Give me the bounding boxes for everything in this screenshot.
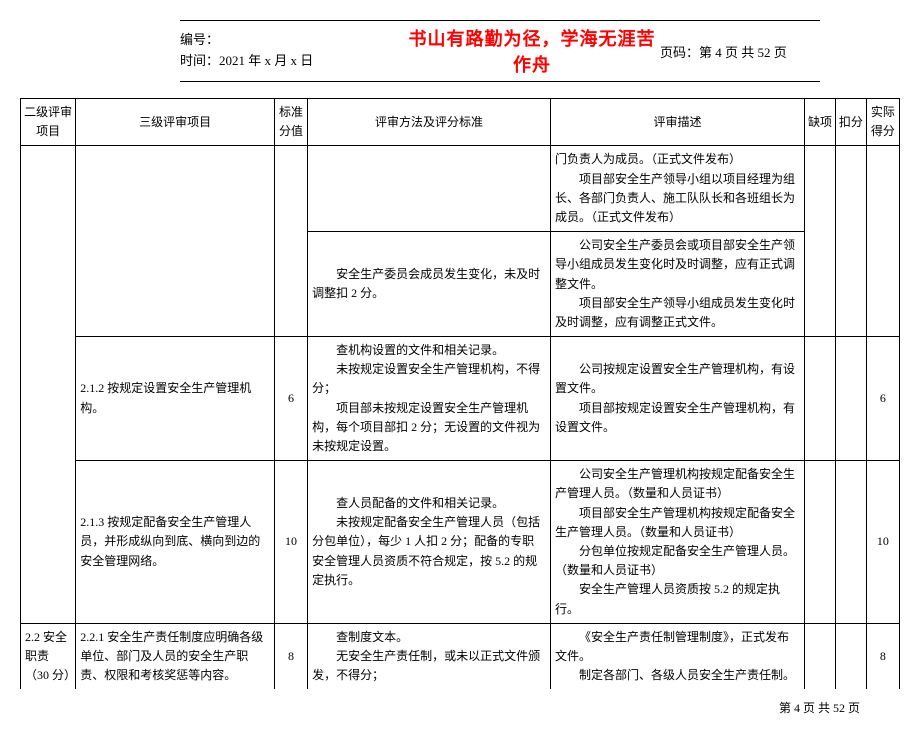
desc-text: 项目部安全生产领导小组以项目经理为组长、各部门负责人、施工队队长和各班组长为成员… [555,170,800,228]
table-row: 2.1.2 按规定设置安全生产管理机构。 6 查机构设置的文件和相关记录。 未按… [21,337,900,461]
header-left: 编号： 时间：2021 年 x 月 x 日 [180,30,404,72]
desc-text: 门负责人为成员。（正式文件发布） [555,152,741,166]
cell-score: 10 [274,461,307,624]
table-row: 2.1.3 按规定配备安全生产管理人员，并形成纵向到底、横向到边的安全管理网络。… [21,461,900,624]
cell-deduct [835,146,866,337]
col-actual: 实际得分 [866,99,899,146]
page-header: 编号： 时间：2021 年 x 月 x 日 书山有路勤为径，学海无涯苦作舟 页码… [180,20,820,82]
cell-actual: 6 [866,337,899,461]
cell-desc: 公司安全生产管理机构按规定配备安全生产管理人员。（数量和人员证书） 项目部安全生… [551,461,805,624]
cell-method: 查机构设置的文件和相关记录。 未按规定设置安全生产管理机构，不得分； 项目部未按… [308,337,551,461]
time-label: 时间：2021 年 x 月 x 日 [180,51,404,72]
col-l2: 二级评审项目 [21,99,76,146]
cell-miss [805,337,836,461]
cell-l3: 2.1.3 按规定配备安全生产管理人员，并形成纵向到底、横向到边的安全管理网络。 [76,461,275,624]
cell-deduct [835,461,866,624]
cell-l3-empty [76,146,275,337]
cell-desc: 门负责人为成员。（正式文件发布） 项目部安全生产领导小组以项目经理为组长、各部门… [551,146,805,232]
method-text: 未按规定配备安全生产管理人员（包括分包单位），每少 1 人扣 2 分；配备的专职… [312,513,546,590]
method-text: 查人员配备的文件和相关记录。 [312,494,546,513]
desc-text: 项目部安全生产领导小组成员发生变化时及时调整，应有调整正式文件。 [555,294,800,332]
cell-miss [805,623,836,689]
desc-text: 《安全生产责任制管理制度》，正式发布文件。 [555,628,800,666]
cell-actual: 10 [866,461,899,624]
desc-text: 公司安全生产委员会或项目部安全生产领导小组成员发生变化时及时调整，应有正式调整文… [555,236,800,294]
cell-score-empty [274,146,307,337]
table-row: 门负责人为成员。（正式文件发布） 项目部安全生产领导小组以项目经理为组长、各部门… [21,146,900,232]
desc-text: 安全生产管理人员资质按 5.2 的规定执行。 [555,580,800,618]
cell-desc: 公司安全生产委员会或项目部安全生产领导小组成员发生变化时及时调整，应有正式调整文… [551,232,805,337]
header-page: 页码：第 4 页 共 52 页 [660,42,820,61]
desc-text: 公司安全生产管理机构按规定配备安全生产管理人员。（数量和人员证书） [555,465,800,503]
cell-desc: 《安全生产责任制管理制度》，正式发布文件。 制定各部门、各级人员安全生产责任制。 [551,623,805,689]
method-text: 查机构设置的文件和相关记录。 [312,341,546,360]
desc-text: 公司按规定设置安全生产管理机构，有设置文件。 [555,360,800,398]
page-footer: 第 4 页 共 52 页 [20,699,900,716]
cell-method: 查制度文本。 无安全生产责任制，或未以正式文件颁发，不得分； [308,623,551,689]
cell-deduct [835,623,866,689]
cell-l3: 2.2.1 安全生产责任制度应明确各级单位、部门及人员的安全生产职责、权限和考核… [76,623,275,689]
desc-text: 项目部按规定设置安全生产管理机构，有设置文件。 [555,399,800,437]
cell-miss [805,146,836,337]
method-text: 无安全生产责任制，或未以正式文件颁发，不得分； [312,647,546,685]
header-motto: 书山有路勤为径，学海无涯苦作舟 [404,25,660,77]
col-desc: 评审描述 [551,99,805,146]
method-text: 未按规定设置安全生产管理机构，不得分； [312,360,546,398]
method-text: 安全生产委员会成员发生变化，未及时调整扣 2 分。 [312,265,546,303]
method-text: 查制度文本。 [312,628,546,647]
cell-method: 安全生产委员会成员发生变化，未及时调整扣 2 分。 [308,232,551,337]
col-l3: 三级评审项目 [76,99,275,146]
cell-method: 查人员配备的文件和相关记录。 未按规定配备安全生产管理人员（包括分包单位），每少… [308,461,551,624]
desc-text: 分包单位按规定配备安全生产管理人员。（数量和人员证书） [555,542,800,580]
table-row: 2.2 安全职责（30 分） 2.2.1 安全生产责任制度应明确各级单位、部门及… [21,623,900,689]
col-miss: 缺项 [805,99,836,146]
cell-l2-empty [21,146,76,623]
table-header-row: 二级评审项目 三级评审项目 标准分值 评审方法及评分标准 评审描述 缺项 扣分 … [21,99,900,146]
col-deduct: 扣分 [835,99,866,146]
cell-l2: 2.2 安全职责（30 分） [21,623,76,689]
evaluation-table: 二级评审项目 三级评审项目 标准分值 评审方法及评分标准 评审描述 缺项 扣分 … [20,98,900,689]
col-score: 标准分值 [274,99,307,146]
cell-score: 6 [274,337,307,461]
cell-miss [805,461,836,624]
cell-deduct [835,337,866,461]
cell-actual: 8 [866,623,899,689]
desc-text: 制定各部门、各级人员安全生产责任制。 [555,666,800,685]
desc-text: 项目部安全生产管理机构按规定配备安全生产管理人员。（数量和人员证书） [555,504,800,542]
cell-method-empty [308,146,551,232]
cell-actual [866,146,899,337]
cell-desc: 公司按规定设置安全生产管理机构，有设置文件。 项目部按规定设置安全生产管理机构，… [551,337,805,461]
col-method: 评审方法及评分标准 [308,99,551,146]
cell-l3: 2.1.2 按规定设置安全生产管理机构。 [76,337,275,461]
cell-score: 8 [274,623,307,689]
serial-label: 编号： [180,30,404,51]
method-text: 项目部未按规定设置安全生产管理机构，每个项目部扣 2 分；无设置的文件视为未按规… [312,399,546,457]
